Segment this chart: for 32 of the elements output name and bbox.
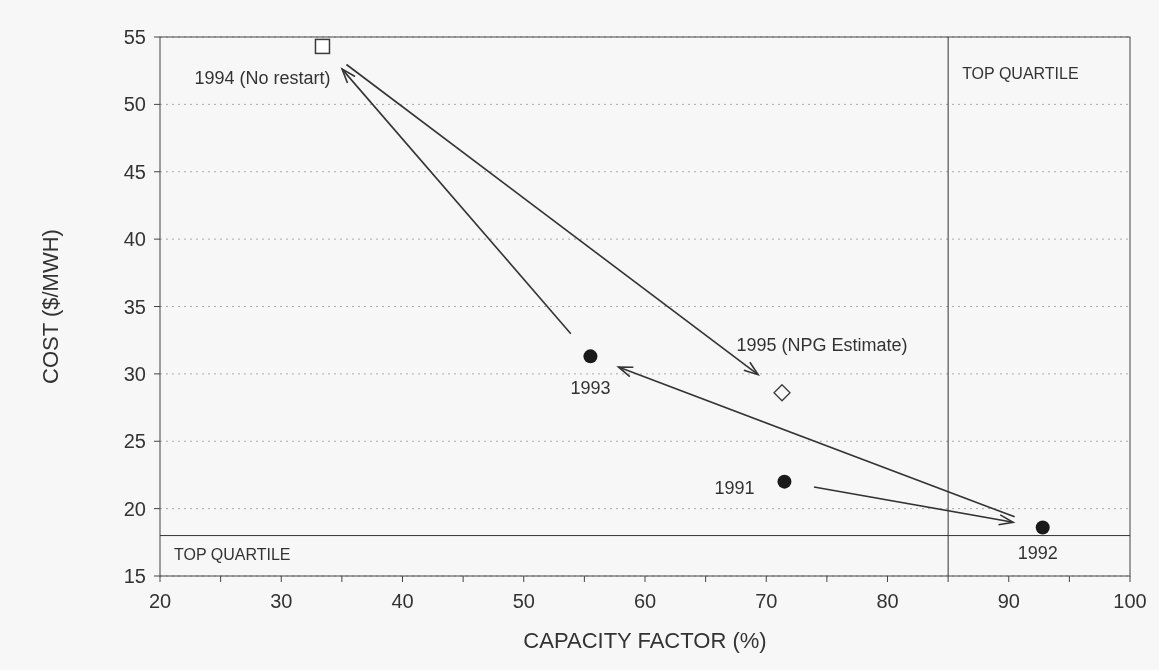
annotation: 1991 [714, 477, 755, 498]
y-axis-title: COST ($/MWH) [38, 229, 63, 384]
x-tick-label: 80 [876, 590, 899, 612]
point [777, 474, 792, 489]
x-tick-label: 100 [1113, 590, 1147, 612]
y-tick-label: 40 [123, 228, 146, 251]
y-tick-label: 35 [123, 295, 146, 318]
annotation: 1993 [570, 378, 611, 399]
point [773, 384, 791, 402]
annotation: 1992 [1017, 543, 1058, 564]
x-tick-label: 90 [997, 590, 1020, 612]
x-tick-label: 30 [270, 590, 293, 612]
y-tick-label: 55 [123, 26, 146, 48]
y-tick-label: 20 [123, 497, 146, 520]
y-tick-label: 30 [123, 362, 146, 385]
x-tick-label: 50 [512, 590, 535, 612]
x-tick-label: 70 [755, 590, 778, 612]
point [1035, 520, 1050, 535]
y-tick-label: 25 [123, 430, 146, 453]
x-tick-label: 20 [148, 590, 172, 612]
ref-line-label: TOP QUARTILE [962, 65, 1079, 82]
y-tick-label: 15 [123, 565, 146, 587]
annotation: 1995 (NPG Estimate) [736, 334, 908, 355]
y-tick-label: 50 [123, 93, 146, 116]
annotation: 1994 (No restart) [194, 68, 331, 89]
y-tick-label: 45 [123, 160, 146, 183]
x-tick-label: 60 [633, 590, 657, 612]
point [314, 38, 331, 55]
x-axis-title: CAPACITY FACTOR (%) [523, 628, 767, 653]
x-tick-label: 40 [391, 590, 414, 612]
point [583, 349, 598, 364]
ref-line-label: TOP QUARTILE [174, 545, 291, 563]
